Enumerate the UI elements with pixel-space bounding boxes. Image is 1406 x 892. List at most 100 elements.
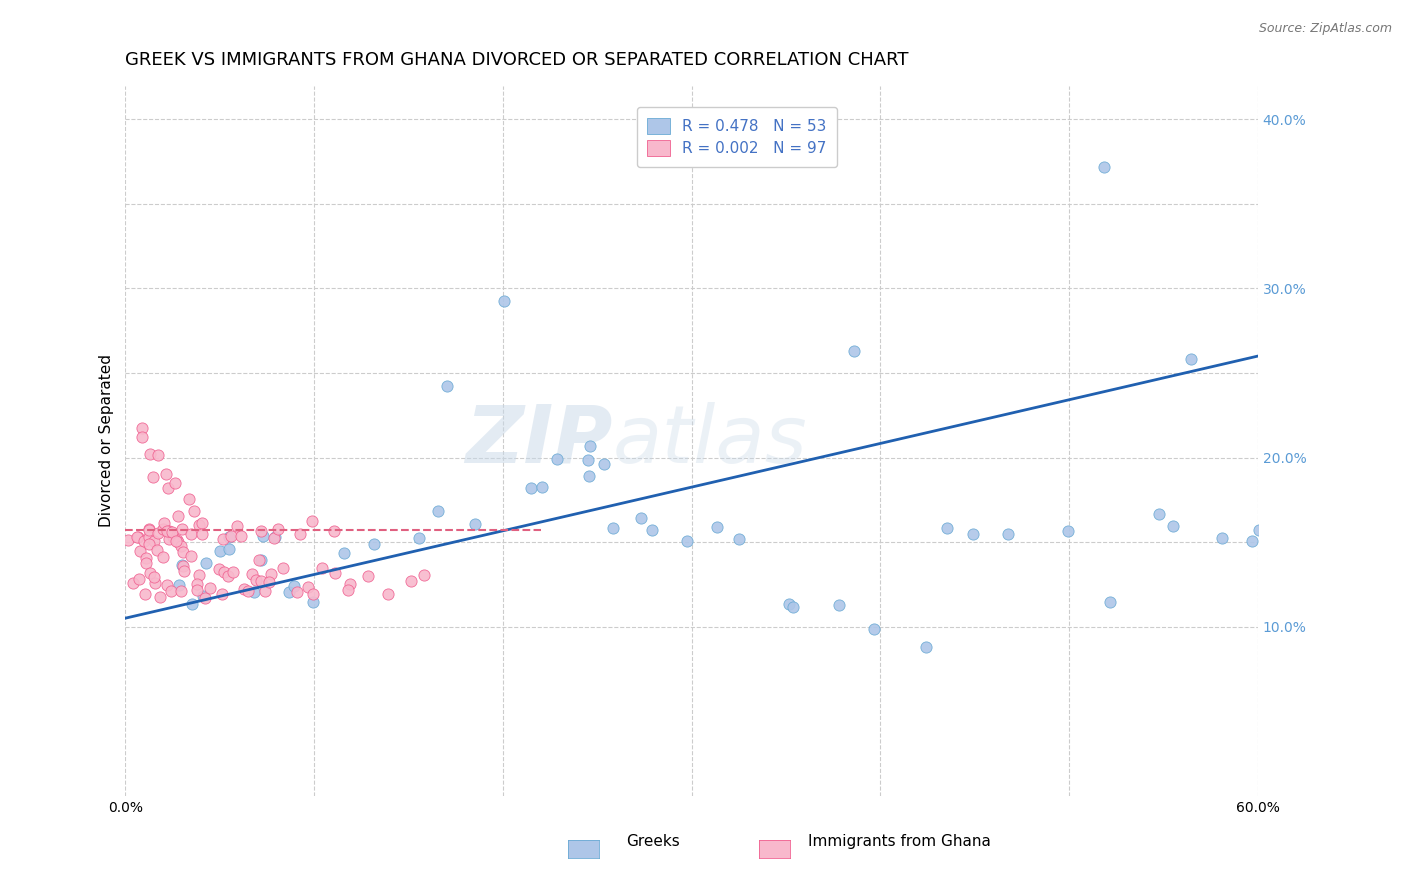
Text: ZIP: ZIP [465,401,613,480]
Point [138,536,160,550]
Point [630,510,652,524]
Point [127,529,149,543]
Y-axis label: Divorced or Separated: Divorced or Separated [100,354,114,527]
Point [172,545,194,559]
Point [530,480,553,494]
Point [1099,595,1122,609]
Point [962,526,984,541]
Point [138,530,160,544]
Point [143,576,166,591]
Text: Greeks: Greeks [626,834,679,849]
Point [157,532,180,546]
Point [236,584,259,599]
Point [186,577,208,591]
Legend: R = 0.478   N = 53, R = 0.002   N = 97: R = 0.478 N = 53, R = 0.002 N = 97 [637,107,838,167]
Point [222,566,245,580]
Point [146,526,169,541]
Point [172,558,194,573]
Point [156,524,179,538]
Point [997,527,1019,541]
Point [135,551,157,566]
Point [302,595,325,609]
Point [290,527,312,541]
Point [271,561,294,575]
Point [579,439,602,453]
Point [129,544,152,558]
Point [413,567,436,582]
Point [254,584,277,599]
Point [593,457,616,471]
Text: atlas: atlas [613,401,807,480]
Point [782,600,804,615]
Point [142,570,165,584]
Point [301,514,323,528]
Point [167,535,190,549]
Point [212,566,235,580]
Point [936,521,959,535]
Point [160,584,183,599]
Point [187,517,209,532]
Point [427,503,450,517]
Point [190,516,212,530]
Point [217,569,239,583]
Point [142,470,165,484]
Point [377,587,399,601]
Point [218,541,240,556]
Point [194,556,217,570]
Point [842,344,865,359]
Point [208,561,231,575]
Point [302,587,325,601]
Point [250,553,273,567]
Point [576,452,599,467]
Point [399,574,422,588]
Point [162,531,184,545]
Point [145,542,167,557]
Point [155,467,177,482]
Point [191,526,214,541]
Point [728,532,751,546]
Point [157,524,180,538]
Point [170,540,193,554]
Point [211,587,233,601]
Point [640,523,662,537]
Point [169,578,191,592]
Text: Source: ZipAtlas.com: Source: ZipAtlas.com [1258,22,1392,36]
Point [226,519,249,533]
Point [706,520,728,534]
Point [198,582,221,596]
Point [157,481,180,495]
Point [249,524,271,538]
Point [915,640,938,655]
Point [464,517,486,532]
Point [152,522,174,536]
Point [1180,351,1202,366]
Point [494,294,516,309]
Point [128,572,150,586]
Point [121,576,143,591]
Point [162,525,184,540]
Point [332,546,354,560]
Point [263,531,285,545]
Point [862,623,884,637]
Point [219,529,242,543]
Point [408,531,430,545]
Point [156,578,179,592]
Point [173,564,195,578]
Point [177,491,200,506]
Point [125,530,148,544]
Point [165,475,187,490]
Point [117,533,139,548]
Point [1149,508,1171,522]
Point [146,448,169,462]
Point [322,524,344,538]
Point [436,379,458,393]
Point [250,574,273,588]
Point [520,481,543,495]
Point [285,585,308,599]
Point [240,566,263,581]
Point [778,597,800,611]
Point [194,591,217,606]
Point [1057,524,1080,538]
Point [180,527,202,541]
Point [139,447,162,461]
